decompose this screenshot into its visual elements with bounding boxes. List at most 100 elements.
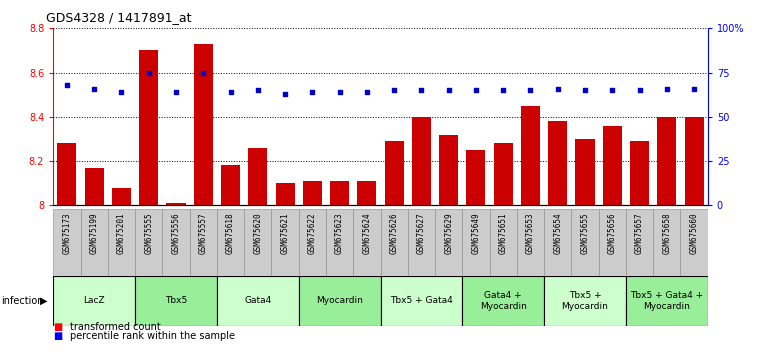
Text: GSM675201: GSM675201 [117, 212, 126, 254]
Bar [108, 209, 135, 276]
Point [252, 87, 264, 93]
Text: GSM675653: GSM675653 [526, 212, 535, 254]
Text: GSM675622: GSM675622 [308, 212, 317, 254]
Bar [84, 168, 103, 205]
Bar [521, 106, 540, 205]
Text: percentile rank within the sample: percentile rank within the sample [70, 331, 235, 341]
Bar [81, 209, 108, 276]
Bar [167, 203, 186, 205]
Bar [139, 51, 158, 205]
Text: Gata4 +
Myocardin: Gata4 + Myocardin [479, 291, 527, 310]
Point [279, 91, 291, 97]
Bar [57, 143, 76, 205]
Bar [221, 166, 240, 205]
Point [552, 86, 564, 91]
Bar [494, 143, 513, 205]
Bar [599, 209, 626, 276]
Point [61, 82, 73, 88]
Bar [572, 209, 599, 276]
Bar [439, 135, 458, 205]
Text: GSM675557: GSM675557 [199, 212, 208, 254]
Text: Tbx5 + Gata4: Tbx5 + Gata4 [390, 296, 453, 306]
Text: GSM675660: GSM675660 [689, 212, 699, 254]
Bar [135, 209, 162, 276]
Bar [463, 209, 489, 276]
Text: GSM675655: GSM675655 [581, 212, 590, 254]
Bar [194, 44, 213, 205]
Text: GSM675657: GSM675657 [635, 212, 644, 254]
Bar [544, 276, 626, 326]
Point [142, 70, 154, 75]
Text: GSM675649: GSM675649 [472, 212, 480, 254]
Bar [548, 121, 567, 205]
Bar [53, 276, 135, 326]
Text: GSM675199: GSM675199 [90, 212, 99, 254]
Bar [435, 209, 463, 276]
Bar [653, 209, 680, 276]
Text: GSM675556: GSM675556 [171, 212, 180, 254]
Bar [217, 276, 298, 326]
Bar [298, 276, 380, 326]
Bar [189, 209, 217, 276]
Text: GSM675624: GSM675624 [362, 212, 371, 254]
Point [443, 87, 455, 93]
Bar [658, 117, 677, 205]
Bar [217, 209, 244, 276]
Bar [463, 276, 544, 326]
Point [306, 89, 318, 95]
Point [524, 87, 537, 93]
Bar [626, 209, 653, 276]
Text: Gata4: Gata4 [244, 296, 272, 306]
Bar [412, 117, 431, 205]
Bar [384, 141, 403, 205]
Bar [575, 139, 594, 205]
Point [197, 70, 209, 75]
Bar [248, 148, 267, 205]
Text: GSM675620: GSM675620 [253, 212, 263, 254]
Point [688, 86, 700, 91]
Bar [380, 276, 463, 326]
Text: GSM675173: GSM675173 [62, 212, 72, 254]
Point [333, 89, 345, 95]
Bar [517, 209, 544, 276]
Point [88, 86, 100, 91]
Text: ■: ■ [53, 322, 62, 332]
Point [361, 89, 373, 95]
Text: infection: infection [2, 296, 44, 306]
Point [116, 89, 128, 95]
Bar [298, 209, 326, 276]
Bar [685, 117, 704, 205]
Point [607, 87, 619, 93]
Text: GSM675651: GSM675651 [498, 212, 508, 254]
Bar [162, 209, 189, 276]
Text: GSM675654: GSM675654 [553, 212, 562, 254]
Bar [303, 181, 322, 205]
Text: GSM675626: GSM675626 [390, 212, 399, 254]
Text: GSM675623: GSM675623 [335, 212, 344, 254]
Bar [275, 183, 295, 205]
Bar [272, 209, 299, 276]
Text: Tbx5 + Gata4 +
Myocardin: Tbx5 + Gata4 + Myocardin [630, 291, 703, 310]
Bar [53, 209, 81, 276]
Text: GSM675629: GSM675629 [444, 212, 453, 254]
Bar [112, 188, 131, 205]
Text: ■: ■ [53, 331, 62, 341]
Text: ▶: ▶ [40, 296, 47, 306]
Text: Tbx5 +
Myocardin: Tbx5 + Myocardin [562, 291, 609, 310]
Point [633, 87, 645, 93]
Point [416, 87, 428, 93]
Text: LacZ: LacZ [84, 296, 105, 306]
Text: GDS4328 / 1417891_at: GDS4328 / 1417891_at [46, 11, 191, 24]
Text: GSM675621: GSM675621 [281, 212, 289, 254]
Bar [330, 181, 349, 205]
Point [388, 87, 400, 93]
Bar [326, 209, 353, 276]
Point [579, 87, 591, 93]
Point [497, 87, 509, 93]
Bar [603, 126, 622, 205]
Text: GSM675656: GSM675656 [608, 212, 616, 254]
Text: GSM675658: GSM675658 [662, 212, 671, 254]
Bar [408, 209, 435, 276]
Bar [135, 276, 217, 326]
Text: Tbx5: Tbx5 [165, 296, 187, 306]
